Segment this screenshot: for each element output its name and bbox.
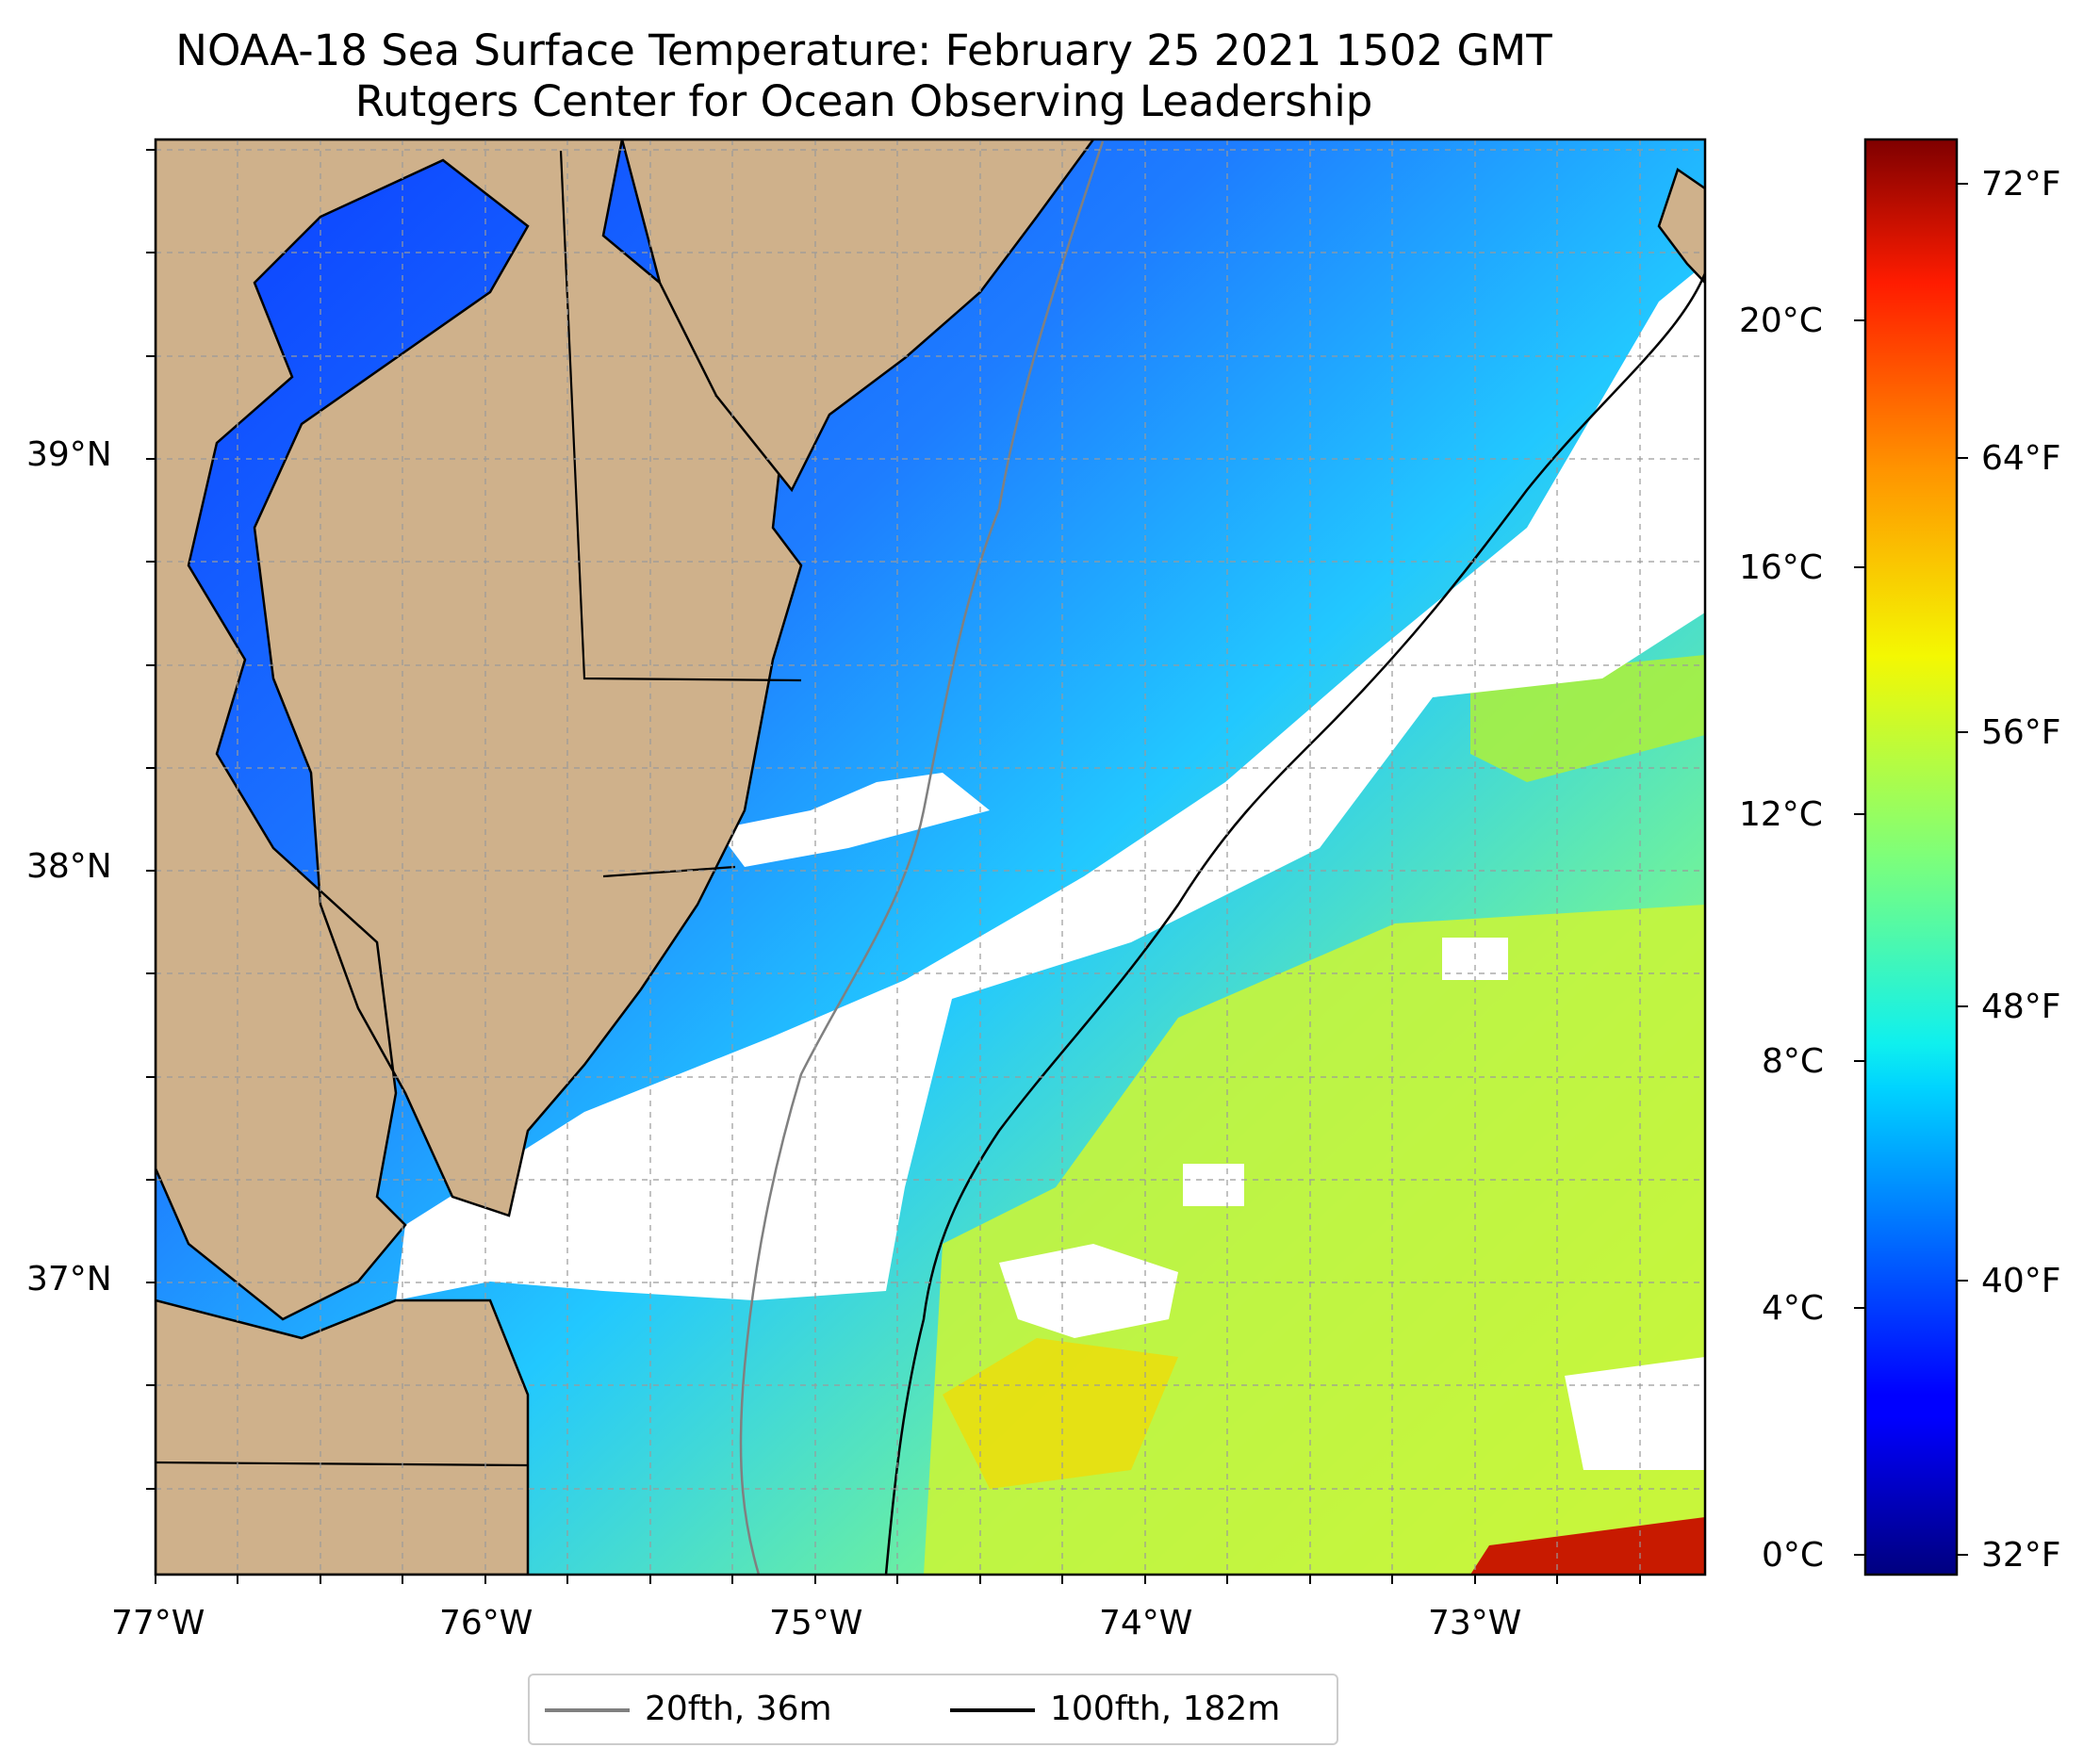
colorbar [1863, 138, 1959, 1576]
x-tick-label: 77°W [111, 1604, 205, 1642]
colorbar-celsius-label: 8°C [1762, 1042, 1825, 1081]
warm-eddy [943, 1338, 1178, 1489]
delmarva-land [156, 139, 803, 1321]
y-tick-label: 37°N [26, 1260, 112, 1298]
colorbar-celsius-label: 0°C [1762, 1536, 1825, 1575]
colorbar-celsius-label: 20°C [1739, 302, 1823, 340]
cloud-mask-small [1183, 1164, 1244, 1206]
warm-patch-east [1470, 655, 1705, 782]
axis-ticks [146, 149, 1641, 1584]
long-island-tip [1657, 168, 1705, 285]
x-tick-label: 76°W [439, 1604, 533, 1642]
colorbar-celsius-label: 16°C [1739, 548, 1823, 587]
cloud-mask-band [396, 264, 1705, 1300]
map-frame [154, 138, 1707, 1576]
colorbar-fahrenheit-label: 40°F [1981, 1262, 2061, 1300]
legend-item: 100fth, 182m [935, 1689, 1331, 1730]
colorbar-ticks [1854, 183, 1968, 1556]
contour-100fth [884, 272, 1705, 1575]
cloud-mask-patch [999, 1244, 1178, 1338]
colorbar-fahrenheit-label: 32°F [1981, 1536, 2061, 1575]
legend-item: 20fth, 36m [530, 1689, 926, 1730]
map-subtitle: Rutgers Center for Ocean Observing Leade… [354, 76, 1373, 126]
y-tick-label: 39°N [26, 435, 112, 474]
colorbar-celsius-label: 4°C [1762, 1289, 1825, 1328]
land [156, 139, 1705, 1575]
y-tick-label: 38°N [26, 847, 112, 886]
x-tick-label: 74°W [1099, 1604, 1193, 1642]
colorbar-fahrenheit-label: 48°F [1981, 988, 2061, 1026]
legend: 20fth, 36m 100fth, 182m [528, 1674, 1338, 1745]
gridlines [156, 139, 1705, 1575]
contour-20fth [739, 140, 1105, 1575]
map-area [156, 139, 1705, 1575]
colorbar-fahrenheit-label: 56°F [1981, 713, 2061, 752]
gulf-stream-hot-spot [1470, 1517, 1705, 1575]
cloud-mask-patch-se [1565, 1357, 1705, 1470]
colorbar-fahrenheit-label: 72°F [1981, 165, 2061, 204]
new-jersey-land [620, 139, 1095, 493]
legend-label: 100fth, 182m [1050, 1690, 1281, 1728]
state-borders [156, 150, 802, 1467]
colorbar-fahrenheit-label: 64°F [1981, 439, 2061, 478]
cloud-mask-strip [716, 773, 990, 867]
colorbar-celsius-label: 12°C [1739, 795, 1823, 834]
x-tick-label: 73°W [1428, 1604, 1522, 1642]
legend-line-20fth [545, 1708, 630, 1712]
x-tick-label: 75°W [769, 1604, 863, 1642]
legend-label: 20fth, 36m [645, 1690, 832, 1728]
legend-line-100fth [950, 1708, 1035, 1712]
map-title: NOAA-18 Sea Surface Temperature: Februar… [175, 25, 1552, 75]
virginia-land [156, 1298, 530, 1575]
